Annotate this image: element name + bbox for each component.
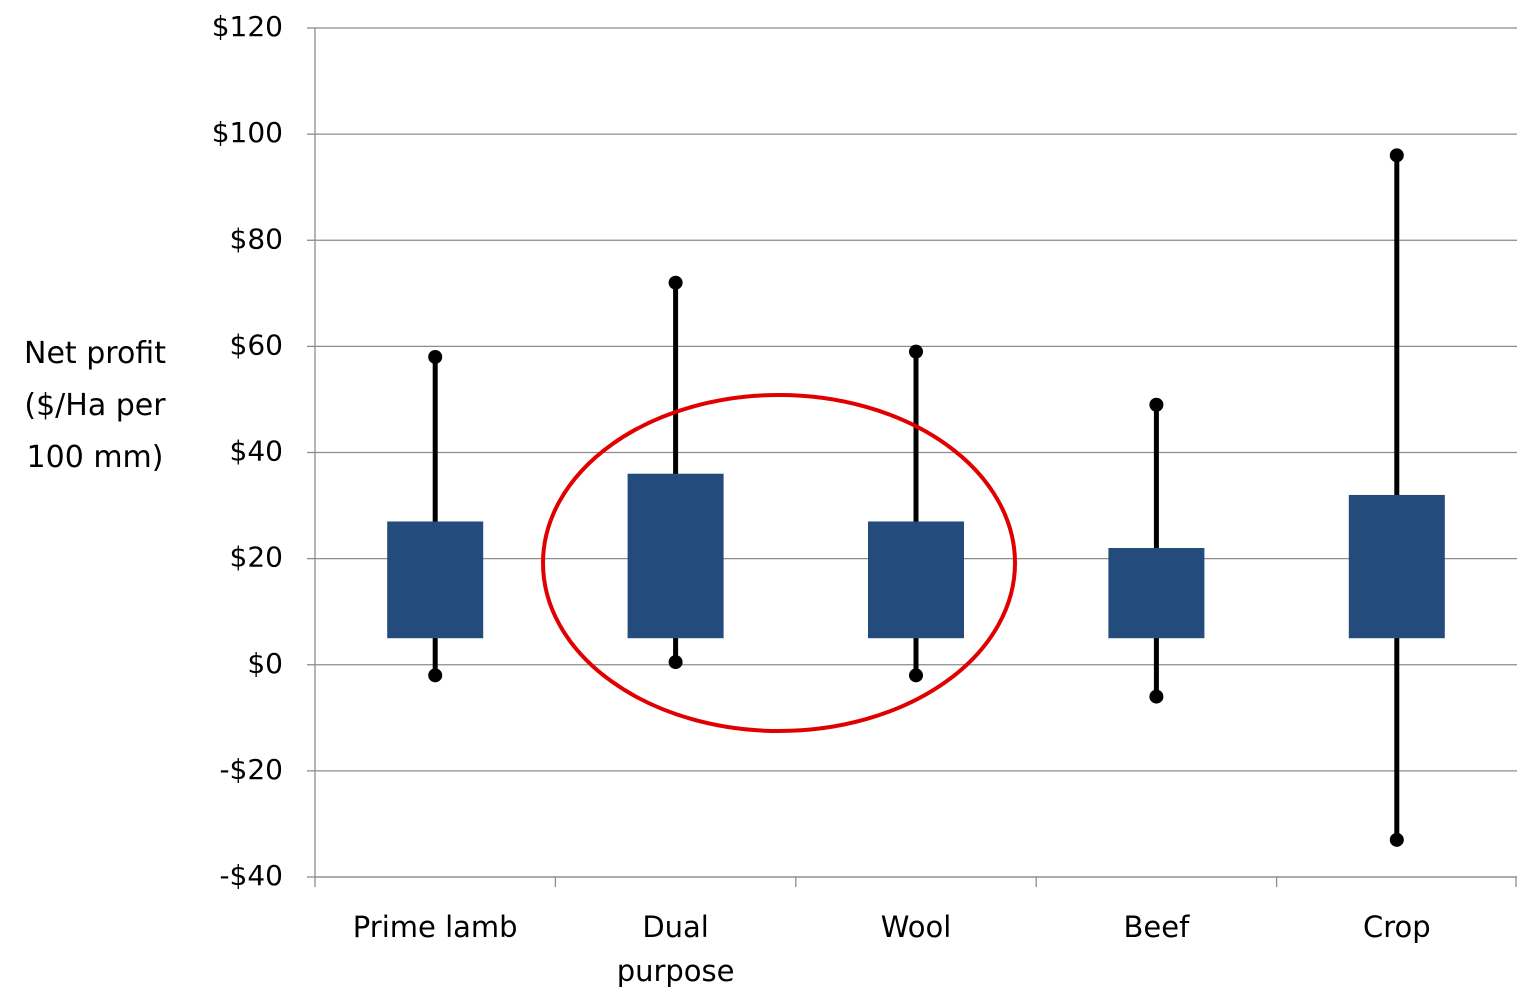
- whisker-min-dot: [428, 668, 443, 683]
- y-tick-label: -$40: [219, 859, 283, 892]
- x-tick-label: Dual purpose: [616, 910, 735, 988]
- y-tick-label: $60: [230, 328, 283, 361]
- whisker-min-dot: [668, 655, 683, 670]
- box: [1348, 494, 1445, 639]
- y-axis-title: Net profit ($/Ha per 100 mm): [24, 336, 166, 475]
- whisker-min-dot: [1389, 832, 1404, 847]
- y-tick-label: $20: [230, 541, 283, 574]
- y-tick-label: $80: [230, 222, 283, 255]
- y-tick-label: $0: [247, 647, 283, 680]
- whisker-max-dot: [668, 275, 683, 290]
- whisker-max-dot: [428, 349, 443, 364]
- box: [868, 521, 964, 639]
- box: [627, 473, 724, 639]
- whisker-min-dot: [909, 668, 923, 683]
- x-tick-label: Beef: [1123, 910, 1190, 944]
- y-tick-label: $100: [212, 116, 283, 149]
- x-tick-label: Wool: [880, 910, 952, 944]
- x-tick-label: Prime lamb: [352, 910, 518, 944]
- box: [1108, 548, 1205, 639]
- whisker-min-dot: [1149, 689, 1164, 704]
- x-tick-label: Crop: [1362, 910, 1431, 944]
- whisker-max-dot: [1389, 148, 1404, 163]
- whisker-max-dot: [1149, 397, 1164, 412]
- whisker-max-dot: [909, 344, 923, 359]
- highlight-ellipse: [541, 393, 1017, 733]
- y-tick-label: $40: [230, 435, 283, 468]
- y-tick-label: $120: [212, 10, 283, 43]
- box: [387, 521, 484, 639]
- y-tick-label: -$20: [219, 753, 283, 786]
